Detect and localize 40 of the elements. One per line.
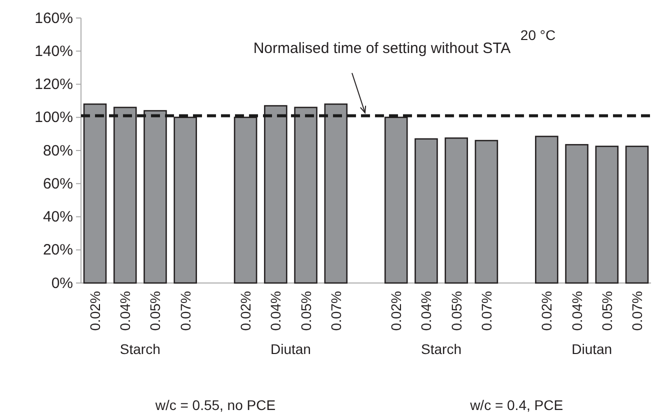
text: Starch bbox=[120, 341, 160, 357]
x-tick-label: 0.07% bbox=[629, 291, 645, 331]
bar bbox=[444, 137, 468, 284]
y-tick-label: 160% bbox=[34, 10, 73, 27]
y-tick-label: 100% bbox=[34, 109, 73, 126]
x-tick-label: 0.02% bbox=[238, 291, 254, 331]
bar bbox=[565, 144, 588, 284]
x-tick-label: 0.02% bbox=[388, 291, 404, 331]
text: w/c = 0.55, no PCE bbox=[154, 397, 276, 413]
y-tick-label: 60% bbox=[42, 175, 73, 192]
bar bbox=[414, 138, 438, 284]
y-tick-label: 40% bbox=[42, 208, 73, 226]
x-tick-label: 0.05% bbox=[448, 291, 464, 331]
bar bbox=[535, 136, 558, 284]
x-tick-label: 0.05% bbox=[598, 291, 615, 331]
x-tick-label: 0.07% bbox=[328, 291, 344, 331]
x-tick-label: 0.04% bbox=[418, 291, 434, 331]
text: Starch bbox=[421, 341, 462, 357]
annotation: 20 °C bbox=[520, 27, 556, 43]
x-tick-label: 0.07% bbox=[478, 291, 494, 331]
y-tick-label: 20% bbox=[42, 242, 73, 259]
y-tick-label: 0% bbox=[51, 274, 73, 292]
x-tick-label: 0.02% bbox=[87, 291, 103, 331]
bar bbox=[595, 146, 619, 284]
x-tick-label: 0.04% bbox=[568, 291, 585, 331]
text: Diutan bbox=[270, 341, 311, 357]
x-tick-label: 0.04% bbox=[117, 291, 134, 331]
x-tick-label: 0.02% bbox=[538, 291, 555, 331]
y-tick-label: 140% bbox=[34, 42, 73, 60]
x-tick-label: 0.04% bbox=[268, 291, 284, 331]
x-tick-label: 0.05% bbox=[298, 291, 314, 331]
text: Diutan bbox=[572, 341, 612, 357]
x-tick-label: 0.05% bbox=[147, 291, 164, 331]
y-tick-label: 120% bbox=[34, 76, 73, 94]
y-tick-label: 80% bbox=[42, 142, 73, 160]
ref-line-label: Normalised time of setting without STA bbox=[253, 40, 511, 57]
x-tick-label: 0.07% bbox=[177, 291, 194, 331]
bar bbox=[625, 146, 649, 284]
text: w/c = 0.4, PCE bbox=[469, 397, 564, 413]
bar bbox=[474, 140, 498, 284]
